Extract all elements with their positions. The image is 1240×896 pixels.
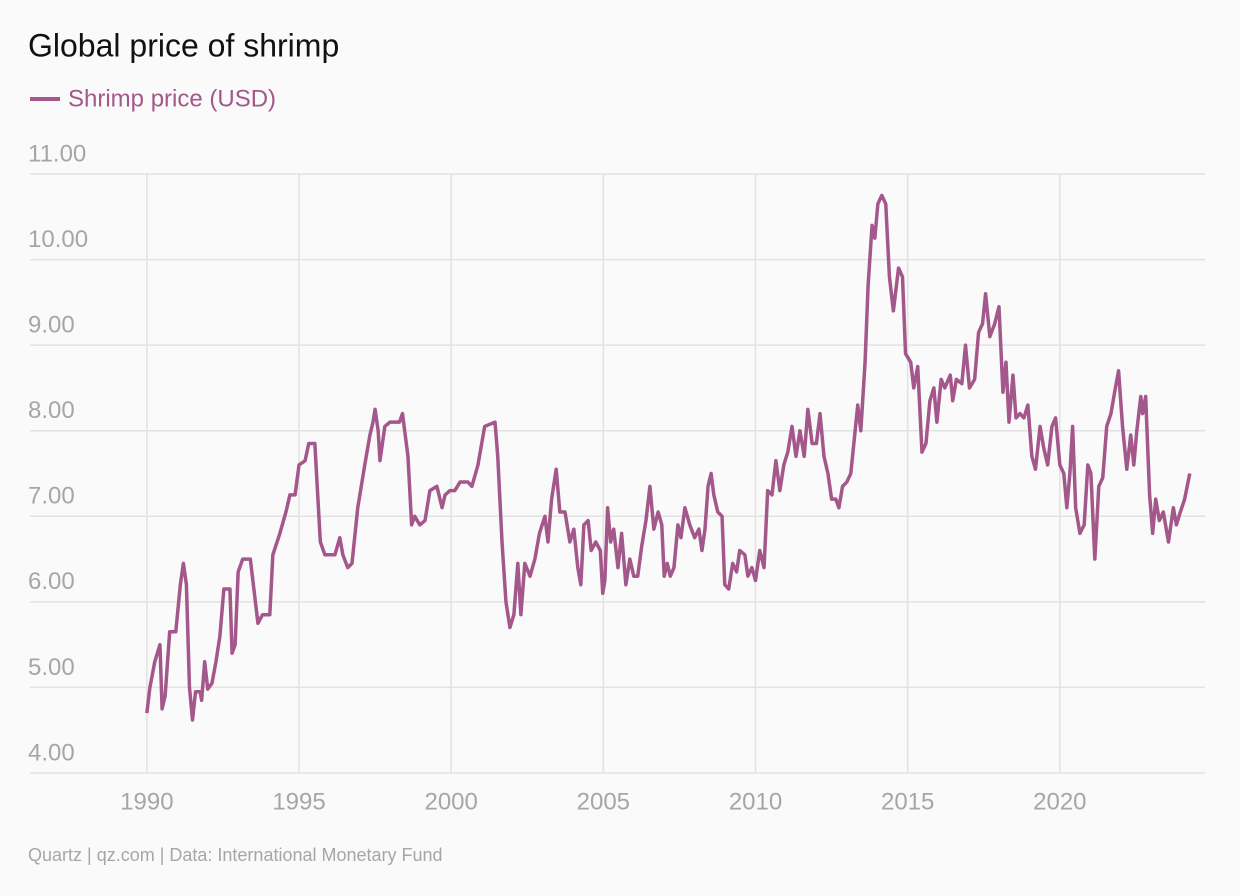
y-tick-label: 11.00 <box>28 140 86 167</box>
legend-label: Shrimp price (USD) <box>68 85 276 112</box>
price-line <box>145 193 1192 722</box>
x-tick-label: 2020 <box>1033 788 1086 815</box>
source-note: Quartz | qz.com | Data: International Mo… <box>28 845 443 865</box>
y-tick-label: 8.00 <box>28 397 75 424</box>
y-tick-label: 5.00 <box>28 654 75 681</box>
x-tick-label: 1990 <box>120 788 173 815</box>
x-tick-label: 2010 <box>729 788 782 815</box>
y-tick-label: 4.00 <box>28 739 75 766</box>
chart-title: Global price of shrimp <box>28 27 339 63</box>
x-tick-label: 2000 <box>424 788 477 815</box>
y-tick-label: 10.00 <box>28 226 88 253</box>
x-tick-label: 2005 <box>577 788 630 815</box>
y-tick-label: 9.00 <box>28 311 75 338</box>
y-tick-label: 6.00 <box>28 568 75 595</box>
x-tick-label: 1995 <box>272 788 325 815</box>
y-tick-label: 7.00 <box>28 483 75 510</box>
x-tick-label: 2015 <box>881 788 934 815</box>
